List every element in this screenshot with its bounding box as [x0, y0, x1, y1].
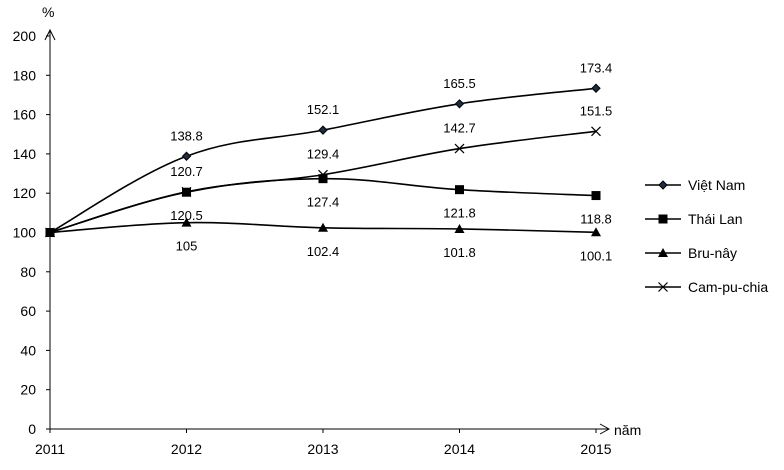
legend-item-1: Việt Nam [645, 177, 745, 193]
y-axis-arrow [44, 28, 56, 41]
x-marker-stroke [45, 227, 55, 238]
legend-label: Cam-pu-chia [688, 279, 768, 295]
x-marker-stroke [658, 282, 668, 292]
series-4-data-label: 142.7 [443, 121, 476, 136]
x-tick-label: 2015 [580, 441, 611, 457]
y-tick-label: 100 [13, 225, 37, 241]
series-4-point [45, 227, 55, 238]
legend-label: Việt Nam [688, 177, 745, 193]
x-tick-label: 2014 [444, 441, 475, 457]
series-4-point [454, 143, 465, 154]
series-4-data-label: 151.5 [580, 103, 613, 118]
series-1-data-label: 152.1 [307, 102, 340, 117]
series-1-point [591, 83, 601, 93]
y-tick-label: 80 [20, 264, 36, 280]
x-tick-label: 2011 [35, 441, 65, 457]
series-3-data-label: 105 [176, 239, 198, 254]
series-4-point [181, 186, 192, 197]
series-2-point [318, 174, 328, 184]
x-marker-stroke [181, 186, 192, 197]
series-3-point [591, 227, 601, 237]
data-labels: 138.8 152.1 165.5 173.4 120.5 127.4 121.8 118.8… [170, 60, 612, 263]
y-tick-label: 0 [28, 421, 36, 437]
y-tick-label: 160 [13, 107, 37, 123]
series-2-data-label: 127.4 [307, 195, 340, 210]
series-4-data-label: 129.4 [307, 147, 340, 162]
x-axis-arrow [599, 423, 611, 435]
series-2-data-label: 121.8 [443, 206, 476, 221]
series-3-data-label: 101.8 [443, 245, 476, 260]
y-tick-label: 120 [13, 185, 37, 201]
y-tick-label: 180 [13, 67, 37, 83]
y-tick-label: 140 [13, 146, 37, 162]
y-tick-label: 20 [20, 382, 36, 398]
series-1-point [181, 151, 192, 161]
series-3-point [318, 222, 328, 232]
x-marker-stroke [454, 143, 465, 154]
series-3 [45, 217, 601, 237]
series-4-point [318, 169, 328, 180]
series-4 [45, 126, 601, 238]
legend-marker [658, 180, 668, 190]
x-tick-label: 2013 [307, 441, 338, 457]
y-tick-label: 60 [20, 303, 36, 319]
x-marker-stroke [591, 126, 601, 137]
axes: 0 20 40 60 80 100 120 140 160 180 200% 2011 2012 2013… [13, 4, 642, 457]
series-3-point [454, 223, 465, 233]
series-1-point [454, 99, 465, 109]
legend-label: Bru-nây [688, 245, 737, 261]
series-3-point [181, 217, 192, 227]
legend-marker [658, 214, 668, 224]
series-4-point [591, 126, 601, 137]
legend-item-3: Bru-nây [645, 245, 737, 261]
legend-item-2: Thái Lan [645, 211, 742, 227]
y-tick-label: 200 [13, 28, 37, 44]
x-marker-stroke [318, 169, 328, 180]
series-3-data-label: 102.4 [307, 244, 340, 259]
series-1-point [318, 125, 328, 135]
series-2-data-label: 120.5 [170, 208, 203, 223]
y-unit-label: % [42, 4, 54, 20]
series-1-data-label: 138.8 [170, 128, 203, 143]
series-2-point [591, 191, 601, 201]
series-2-data-label: 118.8 [580, 212, 612, 227]
legend-item-4: Cam-pu-chia [645, 279, 768, 295]
series-1-data-label: 165.5 [443, 76, 476, 91]
legend-marker [658, 248, 668, 257]
legend-label: Thái Lan [688, 211, 742, 227]
series-1-data-label: 173.4 [580, 60, 613, 75]
legend: Việt Nam Thái Lan Bru-nây Cam-pu-chia [645, 177, 768, 295]
x-unit-label: năm [614, 422, 641, 438]
series-lines [45, 83, 601, 238]
x-tick-label: 2012 [171, 441, 202, 457]
series-2-point [455, 185, 464, 195]
legend-marker [658, 282, 668, 292]
series-4-data-label: 120.7 [170, 164, 203, 179]
y-tick-label: 40 [20, 342, 36, 358]
series-3-data-label: 100.1 [580, 248, 613, 263]
